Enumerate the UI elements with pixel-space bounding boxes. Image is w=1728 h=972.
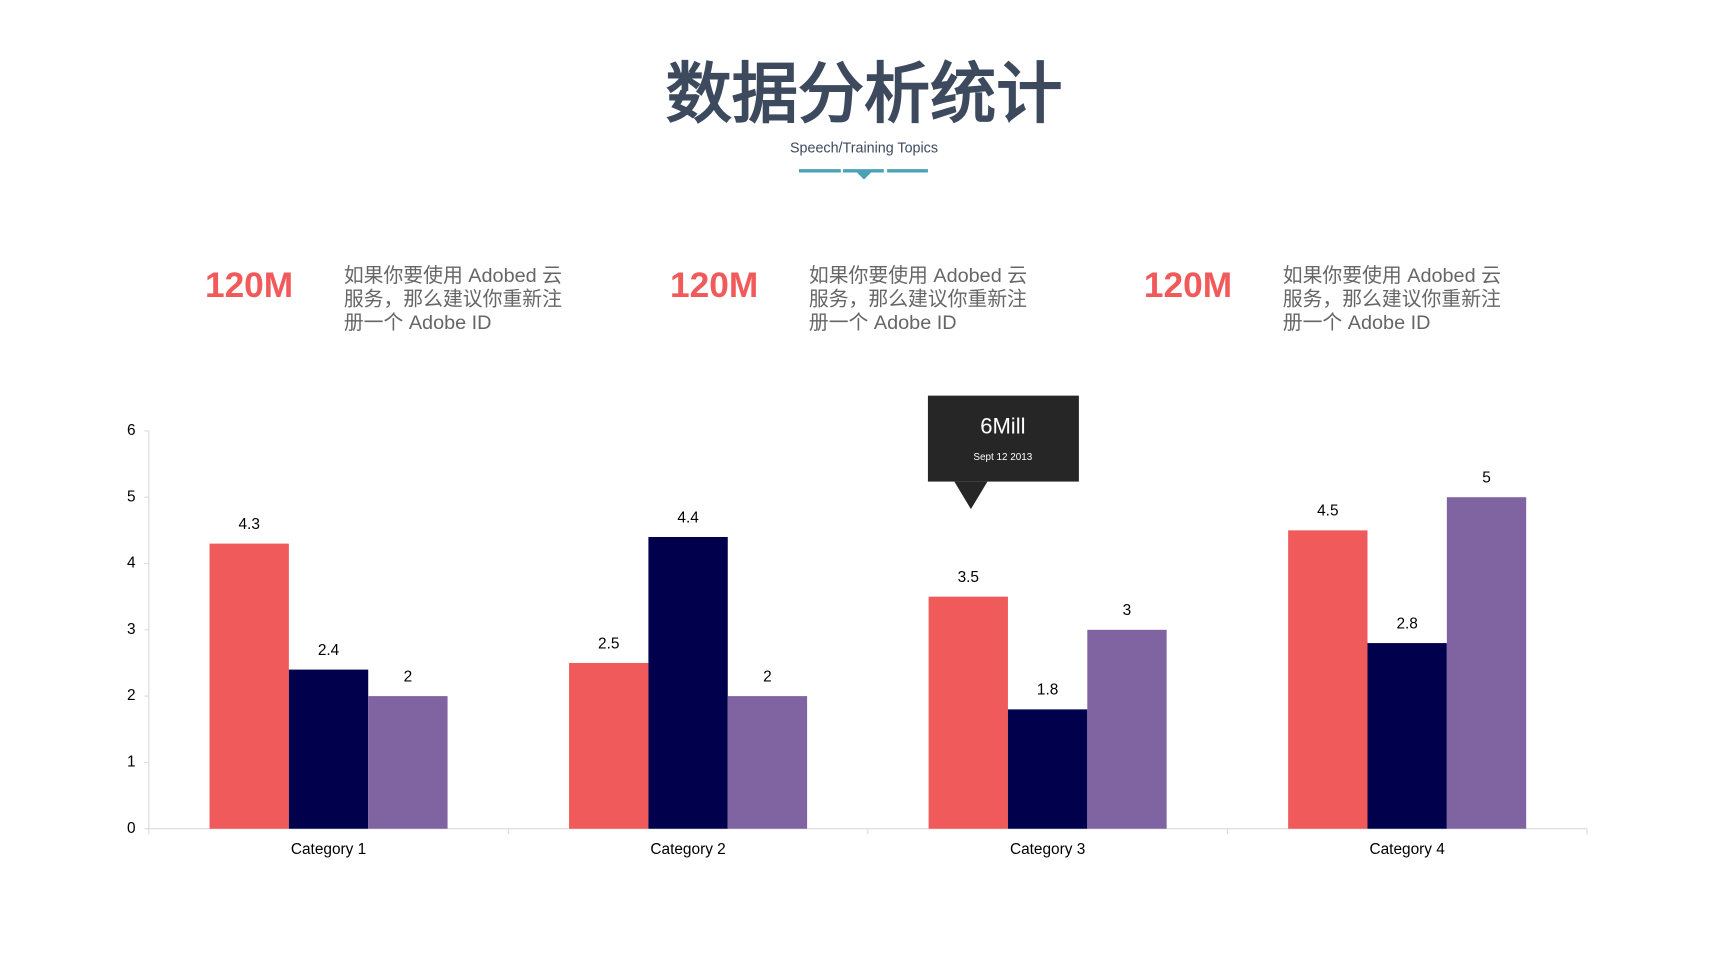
stat-value: 120M bbox=[205, 266, 293, 305]
value-label: 4.3 bbox=[238, 516, 259, 533]
title: 数据分析统计 bbox=[666, 58, 1063, 132]
bar bbox=[928, 596, 1008, 829]
x-tick-label: Category 3 bbox=[1010, 841, 1085, 858]
bar bbox=[727, 696, 808, 829]
stat-text: 册一个 Adobe ID bbox=[809, 312, 957, 334]
value-label: 3.5 bbox=[958, 569, 979, 586]
y-tick-label: 1 bbox=[127, 754, 136, 771]
value-label: 3 bbox=[1123, 602, 1132, 619]
stat-text: 如果你要使用 Adobed 云 bbox=[809, 265, 1027, 287]
x-tick-label: Category 4 bbox=[1369, 841, 1445, 858]
y-tick-label: 6 bbox=[127, 422, 136, 439]
bar bbox=[1446, 497, 1527, 829]
value-label: 2 bbox=[763, 668, 772, 685]
bar bbox=[368, 696, 448, 829]
stat-value: 120M bbox=[1144, 266, 1232, 305]
tooltip-title: 6Mill bbox=[980, 413, 1025, 438]
x-tick-label: Category 2 bbox=[650, 841, 725, 858]
stat-text: 册一个 Adobe ID bbox=[344, 312, 492, 334]
value-label: 4.4 bbox=[677, 509, 699, 526]
value-label: 1.8 bbox=[1037, 682, 1058, 699]
stat-text: 服务，那么建议你重新注 bbox=[809, 289, 1027, 311]
value-label: 5 bbox=[1482, 470, 1491, 487]
tooltip: 6Mill Sept 12 2013 bbox=[927, 395, 1079, 510]
subtitle: Speech/Training Topics bbox=[790, 141, 938, 157]
value-label: 2.4 bbox=[318, 642, 340, 659]
y-tick-label: 0 bbox=[127, 820, 136, 837]
bar bbox=[288, 669, 369, 829]
tooltip-subtitle: Sept 12 2013 bbox=[973, 452, 1032, 463]
bar bbox=[569, 662, 649, 829]
y-tick-label: 4 bbox=[127, 555, 136, 572]
bar bbox=[1367, 643, 1447, 829]
y-tick-label: 5 bbox=[127, 488, 136, 505]
stat-text: 如果你要使用 Adobed 云 bbox=[344, 265, 562, 287]
stat-text: 服务，那么建议你重新注 bbox=[1283, 289, 1501, 311]
stat-text: 服务，那么建议你重新注 bbox=[344, 289, 562, 311]
value-label: 2 bbox=[404, 668, 413, 685]
value-label: 2.5 bbox=[598, 635, 619, 652]
stat-text: 册一个 Adobe ID bbox=[1283, 312, 1431, 334]
stat-value: 120M bbox=[670, 266, 758, 305]
value-label: 4.5 bbox=[1317, 503, 1338, 520]
x-tick-label: Category 1 bbox=[291, 841, 366, 858]
value-label: 2.8 bbox=[1396, 615, 1417, 632]
bar bbox=[209, 543, 289, 829]
bar bbox=[1007, 709, 1088, 829]
bar bbox=[648, 536, 728, 829]
bar bbox=[1288, 530, 1368, 829]
y-tick-label: 3 bbox=[127, 621, 136, 638]
bar bbox=[1087, 629, 1167, 829]
stat-text: 如果你要使用 Adobed 云 bbox=[1283, 265, 1501, 287]
divider-arrow bbox=[856, 171, 872, 180]
y-tick-label: 2 bbox=[127, 687, 136, 704]
